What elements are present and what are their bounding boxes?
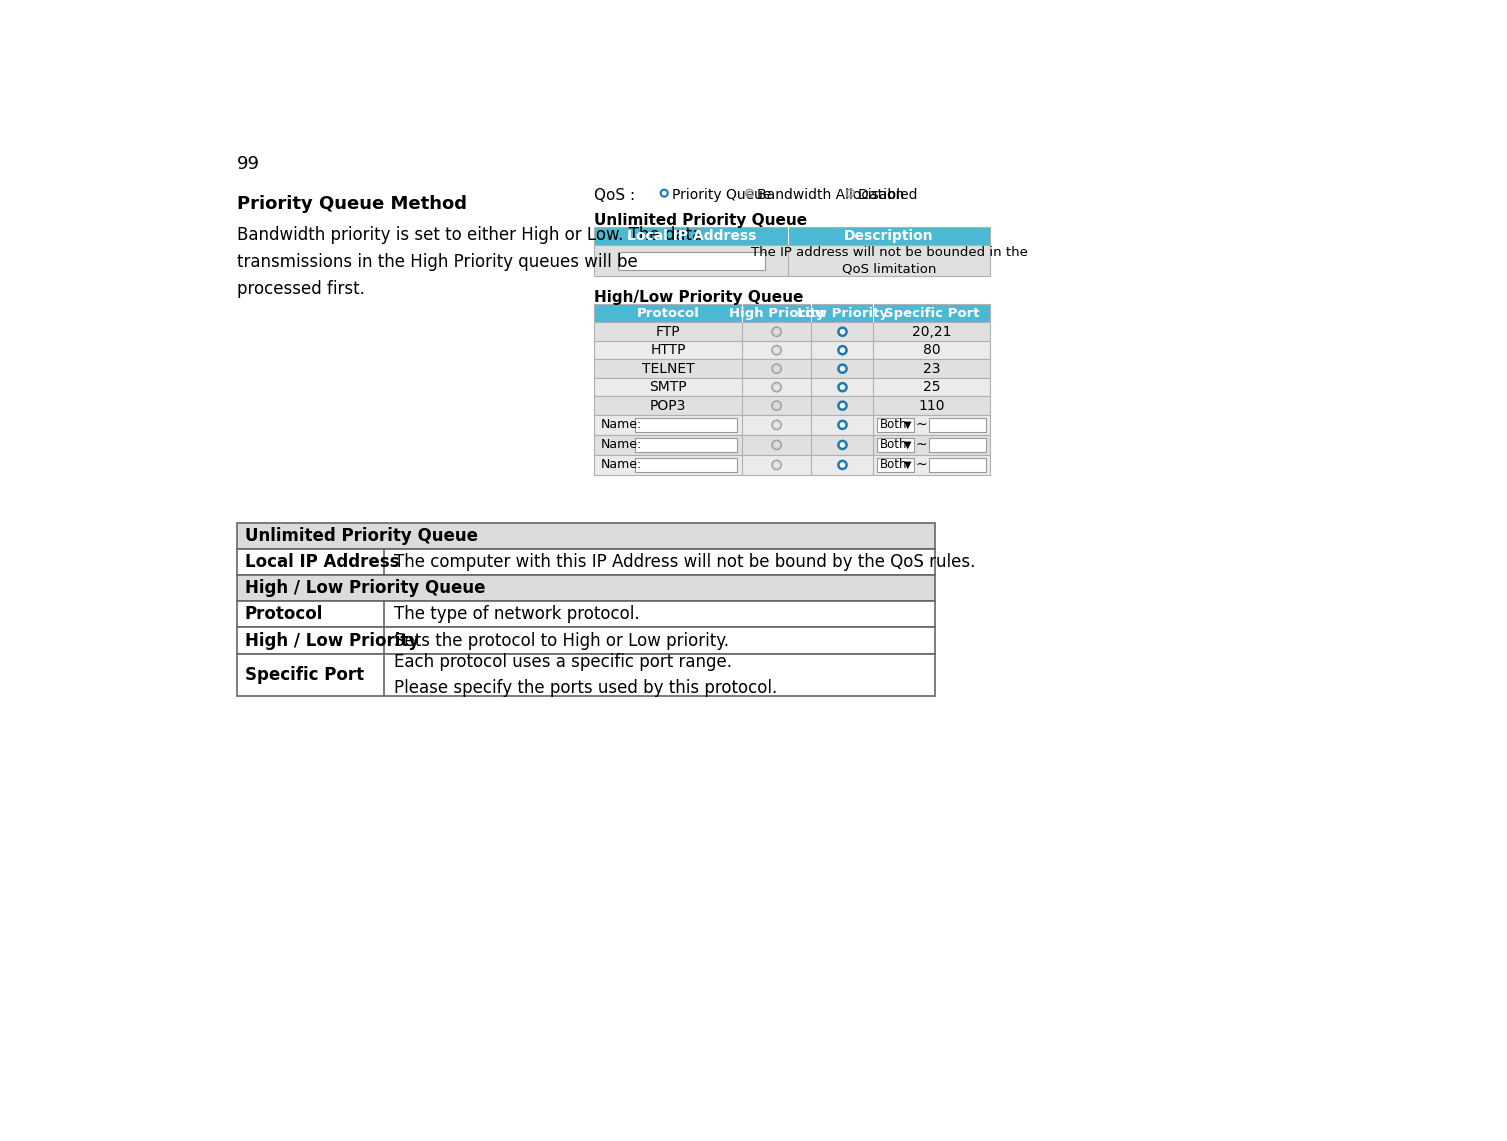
Text: Both: Both <box>880 459 907 471</box>
Text: Protocol: Protocol <box>636 307 699 319</box>
Bar <box>930 418 986 431</box>
Text: ▼: ▼ <box>904 440 912 450</box>
Bar <box>877 458 913 472</box>
Bar <box>594 304 990 323</box>
Text: ~: ~ <box>916 458 927 472</box>
Bar <box>237 654 934 696</box>
Text: Bandwidth Allocation: Bandwidth Allocation <box>757 188 904 202</box>
Text: 20,21: 20,21 <box>912 325 951 339</box>
Bar <box>618 252 766 270</box>
Circle shape <box>841 404 844 407</box>
Circle shape <box>660 189 668 197</box>
Bar <box>877 418 913 431</box>
Circle shape <box>663 192 666 195</box>
Bar <box>594 415 990 435</box>
Text: Priority Queue Method: Priority Queue Method <box>237 195 467 213</box>
Bar <box>594 323 990 341</box>
Text: Both: Both <box>880 438 907 452</box>
Text: TELNET: TELNET <box>642 362 695 375</box>
Circle shape <box>841 348 844 353</box>
Bar <box>237 549 934 575</box>
Text: Each protocol uses a specific port range.
Please specify the ports used by this : Each protocol uses a specific port range… <box>393 653 778 697</box>
Text: QoS :: QoS : <box>594 188 636 203</box>
Bar <box>594 359 990 378</box>
Text: Bandwidth priority is set to either High or Low. The data
transmissions in the H: Bandwidth priority is set to either High… <box>237 226 702 299</box>
Bar <box>594 245 990 276</box>
Circle shape <box>838 440 847 450</box>
Bar <box>237 628 934 654</box>
Text: Sets the protocol to High or Low priority.: Sets the protocol to High or Low priorit… <box>393 631 729 649</box>
Text: Specific Port: Specific Port <box>246 665 365 683</box>
Text: ~: ~ <box>916 418 927 432</box>
Text: Unlimited Priority Queue: Unlimited Priority Queue <box>246 527 478 544</box>
Bar <box>594 378 990 396</box>
Text: 80: 80 <box>922 343 940 357</box>
Circle shape <box>838 400 847 411</box>
Text: Description: Description <box>844 229 934 243</box>
Text: Both: Both <box>880 419 907 431</box>
Bar <box>594 396 990 415</box>
Circle shape <box>841 463 844 467</box>
Text: The IP address will not be bounded in the
QoS limitation: The IP address will not be bounded in th… <box>750 246 1028 276</box>
Text: SMTP: SMTP <box>650 380 687 394</box>
Text: High Priority: High Priority <box>729 307 824 319</box>
Text: Unlimited Priority Queue: Unlimited Priority Queue <box>594 213 808 228</box>
Circle shape <box>841 366 844 371</box>
Text: Priority Queue: Priority Queue <box>672 188 772 202</box>
Text: High / Low Priority Queue: High / Low Priority Queue <box>246 580 485 597</box>
Circle shape <box>841 443 844 447</box>
Text: 110: 110 <box>918 398 945 413</box>
Text: High/Low Priority Queue: High/Low Priority Queue <box>594 290 803 305</box>
Bar <box>594 227 990 245</box>
Text: Name:: Name: <box>601 419 642 431</box>
Text: ▼: ▼ <box>904 420 912 430</box>
Text: The computer with this IP Address will not be bound by the QoS rules.: The computer with this IP Address will n… <box>393 553 975 570</box>
Bar <box>594 341 990 359</box>
Bar <box>594 455 990 475</box>
Bar <box>930 438 986 452</box>
Text: POP3: POP3 <box>650 398 686 413</box>
Circle shape <box>838 327 847 337</box>
Bar <box>237 523 934 549</box>
Text: Name:: Name: <box>601 438 642 452</box>
Bar <box>634 438 737 452</box>
Circle shape <box>838 460 847 470</box>
Bar <box>634 458 737 472</box>
Text: Local IP Address: Local IP Address <box>246 553 399 570</box>
Bar <box>594 435 990 455</box>
Circle shape <box>838 346 847 355</box>
Text: ~: ~ <box>916 438 927 452</box>
Text: High / Low Priority: High / Low Priority <box>246 631 419 649</box>
Text: ▼: ▼ <box>904 460 912 470</box>
Text: HTTP: HTTP <box>651 343 686 357</box>
Circle shape <box>838 364 847 373</box>
Bar <box>930 458 986 472</box>
Bar <box>877 438 913 452</box>
Circle shape <box>841 423 844 427</box>
Text: Protocol: Protocol <box>246 606 324 623</box>
Text: Disabled: Disabled <box>857 188 918 202</box>
Text: Specific Port: Specific Port <box>883 307 980 319</box>
Circle shape <box>841 386 844 389</box>
Text: Name:: Name: <box>601 459 642 471</box>
Text: Low Priority: Low Priority <box>797 307 888 319</box>
Text: 99: 99 <box>237 155 261 172</box>
Text: 25: 25 <box>922 380 940 394</box>
Text: FTP: FTP <box>656 325 681 339</box>
Bar <box>237 601 934 628</box>
Circle shape <box>838 420 847 429</box>
Text: The type of network protocol.: The type of network protocol. <box>393 606 639 623</box>
Bar <box>237 575 934 601</box>
Text: Local IP Address: Local IP Address <box>627 229 757 243</box>
Circle shape <box>838 382 847 391</box>
Circle shape <box>841 330 844 334</box>
Text: 23: 23 <box>922 362 940 375</box>
Bar <box>634 418 737 431</box>
